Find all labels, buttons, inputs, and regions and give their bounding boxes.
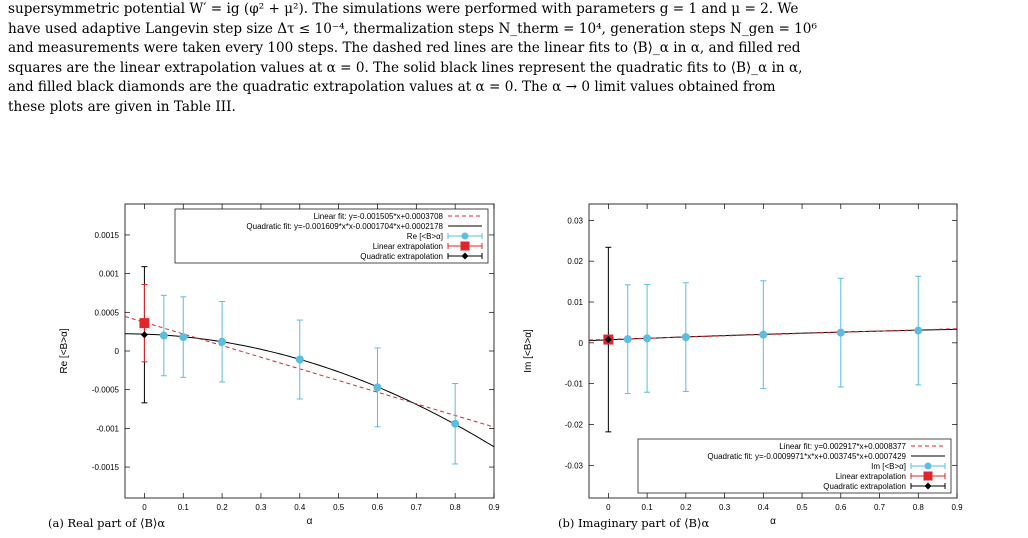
y-tick-label: 0.03 (567, 216, 583, 225)
data-point (836, 328, 845, 337)
legend-linext-marker (460, 241, 470, 251)
figure-imaginary-part: 0 0.1 0.2 0.3 0.4 0.5 0.6 0.7 0.8 0.9 -0.03 -0.02 -0… (510, 180, 1020, 527)
paragraph-line: supersymmetric potential W′ = ig (φ² + μ… (8, 1, 799, 17)
paragraph-line: and measurements were taken every 100 st… (8, 40, 801, 57)
x-tick-label: 0.9 (951, 503, 963, 512)
x-tick-label: 0.7 (874, 503, 886, 512)
figure-real-part: 0 0.1 0.2 0.3 0.4 0.5 0.6 0.7 0.8 0.9 -0.0015 -0.00… (0, 180, 510, 527)
y-tick-label: -0.001 (96, 424, 119, 433)
x-tick-label: 0.5 (796, 503, 808, 512)
legend-label: Linear fit: y=0.002917*x+0.0008377 (779, 442, 906, 451)
data-point (451, 419, 460, 428)
data-point (179, 333, 188, 342)
x-tick-label: 0.5 (333, 503, 345, 512)
x-axis-label: α (770, 516, 776, 527)
caption-imaginary-part: (b) Imaginary part of ⟨B⟩α (558, 516, 710, 530)
y-tick-label: 0.01 (567, 298, 583, 307)
y-tick-label: -0.02 (565, 421, 584, 430)
legend-label: Quadratic fit: y=-0.001609*x*x-0.0001704… (246, 222, 443, 231)
quadratic-extrapolation-marker (140, 331, 148, 339)
plot-frame (588, 203, 958, 499)
linear-extrapolation-marker (139, 318, 150, 329)
y-tick-label: -0.01 (565, 380, 584, 389)
linear-fit-line (589, 328, 957, 341)
y-tick-label: 0 (115, 347, 120, 356)
caption-real-part: (a) Real part of ⟨B⟩α (48, 516, 166, 530)
data-point (295, 355, 304, 364)
x-tick-label: 0 (142, 503, 147, 512)
legend-label: Quadratic fit: y=-0.0009971*x*x+0.003745… (707, 452, 906, 461)
x-tick-label: 0.3 (255, 503, 267, 512)
quadratic-fit-line (125, 333, 494, 448)
x-tick-label: 0.4 (758, 503, 770, 512)
legend-data-marker (924, 462, 932, 470)
y-tick-label: 0.02 (567, 257, 583, 266)
x-tick-label: 0.4 (294, 503, 306, 512)
legend-quadext-marker (461, 252, 469, 260)
x-tick-label: 0.2 (680, 503, 692, 512)
data-point (373, 383, 382, 392)
legend-label: Im [<B>α] (871, 462, 906, 471)
y-tick-label: 0.0015 (95, 231, 120, 240)
x-tick-label: 0.3 (719, 503, 731, 512)
data-point (759, 330, 768, 339)
x-tick-label: 0.6 (372, 503, 384, 512)
legend-label: Linear extrapolation (836, 472, 906, 481)
legend-linext-marker (923, 471, 933, 481)
x-tick-label: 0.1 (178, 503, 190, 512)
imaginary-part-chart: 0 0.1 0.2 0.3 0.4 0.5 0.6 0.7 0.8 0.9 -0.03 -0.02 -0… (523, 203, 963, 527)
data-point (623, 335, 632, 344)
paragraph-line: squares are the linear extrapolation val… (8, 59, 803, 76)
data-point (218, 337, 227, 346)
legend-label: Quadratic extrapolation (823, 482, 906, 491)
x-tick-label: 0.2 (217, 503, 229, 512)
y-tick-label: 0.0005 (95, 308, 120, 317)
y-tick-label: 0.001 (99, 270, 120, 279)
legend-label: Quadratic extrapolation (360, 252, 443, 261)
y-axis-label: Im [<B>α] (523, 329, 534, 373)
legend-label: Linear extrapolation (373, 242, 443, 251)
legend-data-marker (461, 232, 469, 240)
y-tick-label: -0.0005 (92, 386, 120, 395)
x-tick-label: 0.6 (835, 503, 847, 512)
legend-label: Linear fit: y=-0.001505*x+0.0003708 (314, 212, 444, 221)
y-tick-label: -0.03 (565, 461, 584, 470)
quadratic-extrapolation-marker (604, 336, 612, 344)
x-tick-label: 0.1 (642, 503, 654, 512)
legend-label: Re [<B>α] (407, 232, 443, 241)
x-tick-label: 0.9 (488, 503, 500, 512)
linear-fit-line (125, 316, 494, 428)
x-axis-label: α (307, 516, 313, 527)
x-tick-label: 0 (606, 503, 611, 512)
body-paragraph: supersymmetric potential W′ = ig (φ² + μ… (8, 0, 1020, 118)
legend-quadext-marker (924, 482, 932, 490)
paragraph-line: these plots are given in Table III. (8, 98, 236, 115)
paragraph-line: have used adaptive Langevin step size Δτ… (8, 20, 817, 37)
legend-box (174, 208, 489, 264)
x-tick-label: 0.8 (450, 503, 462, 512)
data-point (159, 331, 168, 340)
y-tick-label: 0 (579, 339, 584, 348)
legend-box (637, 438, 952, 494)
y-tick-label: -0.0015 (92, 463, 120, 472)
y-axis-label: Re [<B>α] (59, 328, 70, 373)
data-point (681, 333, 690, 342)
paragraph-line: and filled black diamonds are the quadra… (8, 79, 776, 96)
data-point (643, 334, 652, 343)
real-part-chart: 0 0.1 0.2 0.3 0.4 0.5 0.6 0.7 0.8 0.9 -0.0015 -0.00… (59, 203, 500, 527)
x-tick-label: 0.8 (913, 503, 925, 512)
data-point (914, 326, 923, 335)
x-tick-label: 0.7 (411, 503, 423, 512)
